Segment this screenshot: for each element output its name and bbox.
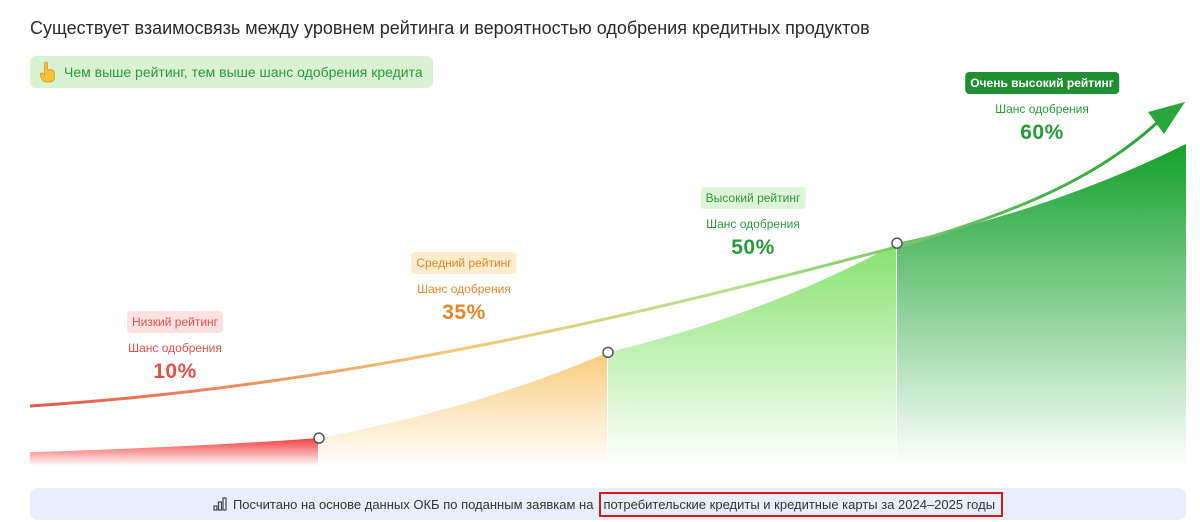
label-group-medium: Средний рейтинг Шанс одобрения 35% xyxy=(411,252,517,325)
source-text: Посчитано на основе данных ОКБ по поданн… xyxy=(232,496,594,512)
source-note: Посчитано на основе данных ОКБ по поданн… xyxy=(30,488,1186,520)
trend-curve xyxy=(29,118,1162,408)
approval-label-medium: Шанс одобрения xyxy=(417,282,511,296)
rating-badge-medium: Средний рейтинг xyxy=(411,252,517,274)
area-segment-high xyxy=(608,243,897,466)
hint-banner: Чем выше рейтинг, тем выше шанс одобрени… xyxy=(30,56,433,88)
label-group-high: Высокий рейтинг Шанс одобрения 50% xyxy=(700,187,806,260)
area-segment-very-high xyxy=(897,144,1186,466)
label-group-low: Низкий рейтинг Шанс одобрения 10% xyxy=(126,311,224,384)
rating-badge-low: Низкий рейтинг xyxy=(126,311,224,333)
approval-label-very-high: Шанс одобрения xyxy=(995,102,1089,116)
label-group-very-high: Очень высокий рейтинг Шанс одобрения 60% xyxy=(965,72,1119,145)
data-point-low xyxy=(313,432,325,444)
hint-text: Чем выше рейтинг, тем выше шанс одобрени… xyxy=(64,64,423,80)
area-segment-medium xyxy=(319,352,608,466)
bar-chart-icon xyxy=(213,497,227,511)
trend-arrowhead xyxy=(1148,102,1185,134)
area-segment-low xyxy=(30,438,319,466)
approval-value-medium: 35% xyxy=(442,301,486,324)
approval-value-very-high: 60% xyxy=(1020,121,1064,144)
approval-label-high: Шанс одобрения xyxy=(706,217,800,231)
approval-value-low: 10% xyxy=(153,360,197,383)
data-point-high xyxy=(891,237,903,249)
approval-value-high: 50% xyxy=(731,236,775,259)
rating-badge-very-high: Очень высокий рейтинг xyxy=(965,72,1119,94)
rating-badge-high: Высокий рейтинг xyxy=(700,187,806,209)
source-highlight: потребительские кредиты и кредитные карт… xyxy=(599,491,1004,517)
approval-label-low: Шанс одобрения xyxy=(128,341,222,355)
page-title: Существует взаимосвязь между уровнем рей… xyxy=(30,18,870,38)
pointing-hand-icon xyxy=(39,61,55,83)
data-point-medium xyxy=(602,346,614,359)
